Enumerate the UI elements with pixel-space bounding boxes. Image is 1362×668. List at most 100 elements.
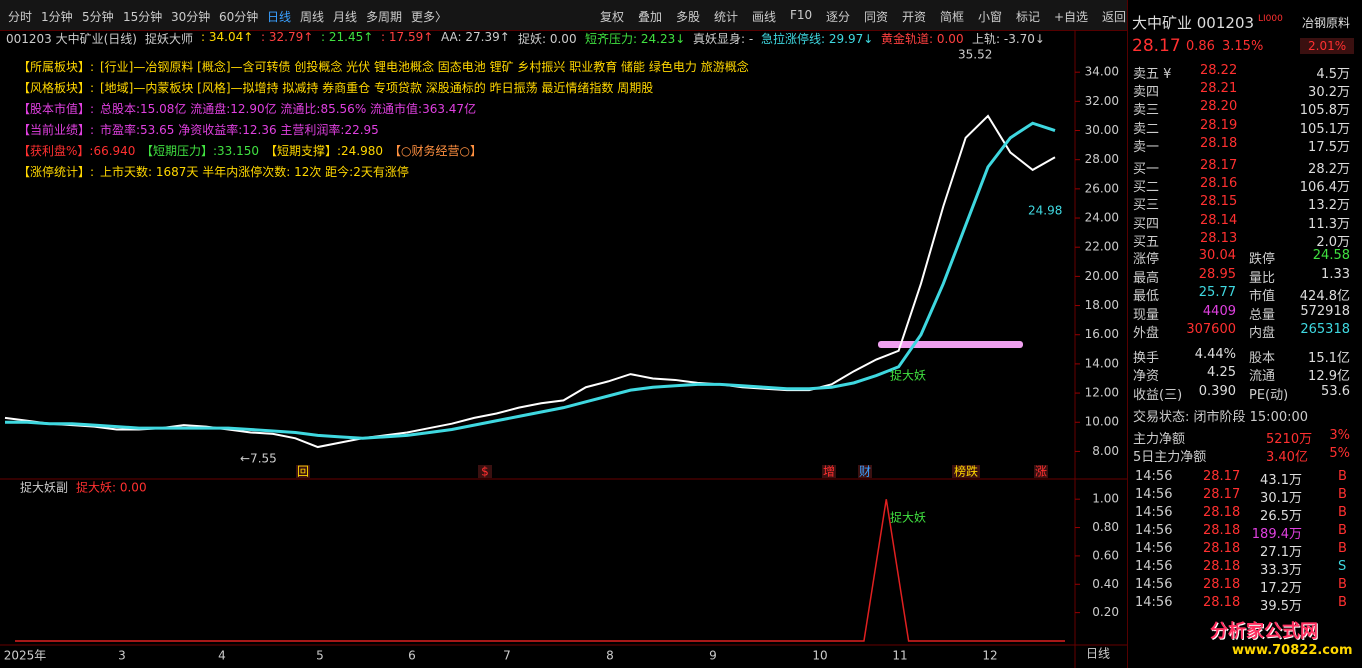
y-tick-label: 24.00 (1085, 211, 1119, 225)
tool-button[interactable]: 统计 (714, 10, 739, 24)
event-mark: $ (481, 465, 489, 479)
x-tick-label: 12 (982, 649, 997, 663)
info-text: 【风格板块】: (18, 81, 95, 95)
stat-label: 净资 (1133, 369, 1160, 384)
period-tab[interactable]: 60分钟 (219, 10, 259, 24)
tick-time: 14:56 (1135, 469, 1173, 484)
tick-volume: 43.1万 (1260, 473, 1302, 488)
price-line (5, 121, 1056, 440)
period-tab[interactable]: 分时 (8, 10, 33, 24)
period-tab[interactable]: 5分钟 (82, 10, 114, 24)
book-label: 买二 (1133, 180, 1160, 196)
flow-value: 5210万 (1266, 432, 1313, 447)
stat-label: 最高 (1133, 270, 1160, 286)
event-mark: 财 (859, 465, 871, 479)
indicator-value: : 21.45↑ (321, 30, 374, 44)
tool-button[interactable]: 标记 (1016, 10, 1041, 24)
tool-button[interactable]: F10 (790, 8, 813, 22)
sector-button[interactable]: 冶钢原料 (1302, 16, 1351, 30)
indicator-value: 真妖显身: - (693, 32, 754, 46)
stat-value: 28.95 (1198, 266, 1236, 282)
tick-time: 14:56 (1135, 559, 1173, 574)
book-volume: 4.5万 (1316, 67, 1350, 82)
tick-time: 14:56 (1135, 541, 1173, 556)
watermark-title: 分析家公式网 (1210, 621, 1318, 642)
tick-time: 14:56 (1135, 595, 1173, 610)
stat-value: 0.390 (1198, 383, 1236, 399)
sub-value: 捉大妖: 0.00 (76, 480, 147, 495)
tool-button[interactable]: 简框 (940, 10, 965, 24)
tick-side: B (1338, 595, 1347, 610)
event-mark: 涨 (1035, 464, 1047, 479)
info-text: 总股本:15.08亿 流通盘:12.90亿 流通比:85.56% 流通市值:36… (100, 102, 477, 116)
tick-time: 14:56 (1135, 523, 1173, 538)
x-tick-label: 8 (606, 649, 614, 663)
period-tab[interactable]: 日线 (267, 10, 292, 24)
tick-price: 28.18 (1203, 505, 1241, 520)
tick-price: 28.18 (1203, 541, 1241, 556)
info-text: 【○财务经营○】 (389, 144, 482, 158)
book-label: 卖一 (1133, 139, 1160, 155)
y-tick-label: 10.00 (1085, 415, 1119, 429)
event-mark: 回 (297, 465, 309, 479)
flow-pct: 5% (1329, 446, 1350, 461)
tool-button[interactable]: +自选 (1054, 10, 1089, 24)
annotation: 捉大妖 (890, 510, 926, 525)
period-tab[interactable]: 更多〉 (411, 10, 448, 24)
tick-volume: 26.5万 (1260, 509, 1302, 524)
tool-button[interactable]: 逐分 (826, 10, 851, 24)
tool-button[interactable]: 开资 (902, 10, 927, 24)
tool-button[interactable]: 叠加 (638, 10, 663, 24)
tool-button[interactable]: 返回 (1102, 10, 1127, 24)
info-text: 【获利盘%】:66.940 (18, 144, 136, 158)
tick-side: B (1338, 505, 1347, 520)
period-tab[interactable]: 30分钟 (171, 10, 211, 24)
period-tab[interactable]: 1分钟 (41, 10, 73, 24)
event-marker (296, 465, 310, 478)
stat-label: 涨停 (1133, 252, 1160, 267)
tick-price: 28.17 (1203, 469, 1241, 484)
tool-button[interactable]: 同资 (864, 10, 889, 24)
info-text: [行业]—冶钢原料 [概念]—含可转债 创投概念 光伏 锂电池概念 固态电池 锂… (100, 60, 749, 74)
info-text: 【股本市值】: (18, 102, 95, 116)
period-tab[interactable]: 多周期 (366, 10, 403, 24)
sub-title: 捉大妖副 (20, 480, 68, 495)
stat-value: 4409 (1202, 303, 1236, 319)
y-tick-label: 20.00 (1085, 269, 1119, 283)
price-line (4, 114, 1056, 449)
annotation: 35.52 (958, 48, 992, 62)
book-label: 买一 (1133, 162, 1160, 177)
tool-button[interactable]: 复权 (600, 10, 625, 24)
period-tab[interactable]: 15分钟 (123, 10, 163, 24)
stat-value: 4.25 (1207, 365, 1236, 380)
indicator-value: : 17.59↑ (381, 30, 434, 44)
book-volume: 106.4万 (1299, 180, 1350, 196)
period-tab[interactable]: 月线 (333, 10, 358, 24)
tick-volume: 30.1万 (1260, 491, 1302, 506)
stat-value: 572918 (1300, 303, 1350, 319)
tool-button[interactable]: 多股 (676, 10, 701, 24)
book-price: 28.13 (1200, 230, 1238, 246)
tick-time: 14:56 (1135, 505, 1173, 520)
stat-label: 现量 (1133, 307, 1160, 323)
stat-label: 总量 (1249, 307, 1276, 323)
x-tick-label: 2025年 (4, 649, 47, 663)
book-label: 买四 (1133, 216, 1160, 232)
y-tick-label: 1.00 (1092, 492, 1119, 506)
event-mark: 榜跌 (954, 464, 978, 479)
tool-button[interactable]: 画线 (752, 10, 777, 24)
indicator-value: 001203 大中矿业(日线) (6, 32, 137, 46)
book-volume: 13.2万 (1308, 198, 1350, 214)
book-price: 28.22 (1200, 63, 1238, 78)
book-label: 卖四 (1133, 85, 1160, 101)
period-tab[interactable]: 周线 (300, 10, 325, 24)
signal-line (15, 499, 1065, 642)
stat-value: 12.9亿 (1308, 369, 1350, 384)
annotation: 捉大妖 (890, 368, 926, 383)
stat-label: 跌停 (1249, 252, 1276, 267)
book-price: 28.19 (1200, 117, 1238, 133)
tool-button[interactable]: 小窗 (978, 10, 1003, 24)
indicator-value: 急拉涨停线: 29.97↓ (761, 32, 874, 46)
y-tick-label: 0.40 (1092, 577, 1119, 591)
x-tick-label: 6 (408, 649, 416, 663)
